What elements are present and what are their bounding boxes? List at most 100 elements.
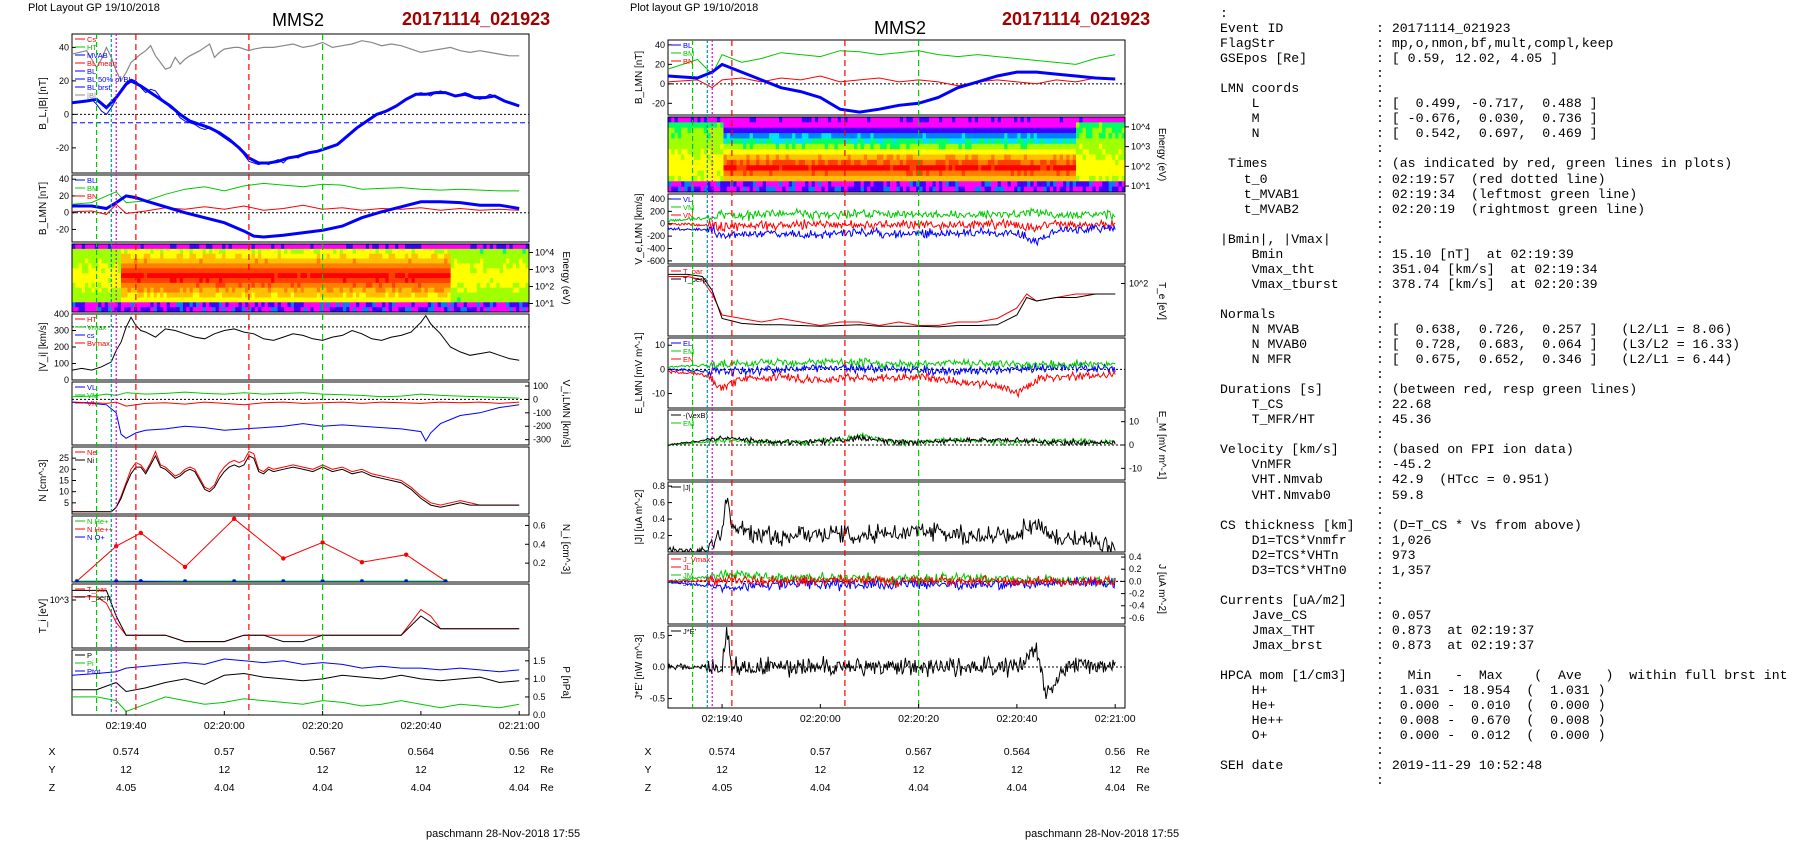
spectrogram-cell — [922, 159, 927, 166]
spectrogram-cell — [447, 297, 452, 303]
spectrogram-cell — [182, 248, 187, 255]
spectrogram-cell — [837, 159, 842, 166]
spectrogram-cell — [798, 181, 803, 188]
spectrogram-cell — [903, 117, 907, 123]
spectrogram-cell — [75, 307, 79, 313]
spectrogram-cell — [72, 248, 76, 255]
spectrogram-cell — [398, 287, 403, 293]
spectrogram-cell — [411, 263, 416, 269]
spectrogram-cell — [1079, 122, 1083, 129]
spectrogram-cell — [974, 154, 979, 161]
spectrogram-cell — [805, 181, 809, 188]
spectrogram-cell — [677, 159, 682, 166]
spectrogram-cell — [238, 273, 243, 279]
spectrogram-cell — [140, 307, 145, 313]
spectrogram-cell — [235, 307, 239, 313]
spectrogram-cell — [486, 244, 491, 250]
spectrogram-cell — [1036, 138, 1041, 145]
spectrogram-cell — [391, 248, 396, 255]
spectrogram-cell — [473, 282, 478, 289]
spectrogram-cell — [293, 273, 298, 279]
spectrogram-cell — [778, 138, 783, 145]
spectrogram-cell — [932, 186, 937, 193]
spectrogram-cell — [117, 302, 122, 308]
spectrogram-cell — [889, 175, 894, 182]
spectrogram-cell — [1010, 138, 1015, 145]
spectrogram-cell — [867, 170, 871, 177]
spectrogram-cell — [726, 122, 731, 129]
spectrogram-cell — [889, 122, 894, 129]
spectrogram-cell — [730, 186, 734, 193]
spectrogram-cell — [792, 186, 796, 193]
spectrogram-cell — [948, 117, 953, 123]
spectrogram-cell — [496, 263, 501, 269]
spectrogram-cell — [267, 292, 272, 298]
spectrogram-cell — [1030, 138, 1034, 145]
spectrogram-cell — [1115, 170, 1119, 177]
spectrogram-cell — [1004, 186, 1008, 193]
spectrogram-cell — [1115, 149, 1119, 155]
spectrogram-cell — [163, 302, 168, 308]
summary-row: t_MVAB2: 02:20:19 (rightmost green line) — [1220, 202, 1800, 217]
spectrogram-cell — [1027, 122, 1031, 129]
spectrogram-cell — [824, 117, 829, 123]
spectrogram-cell — [749, 122, 754, 129]
spectrogram-cell — [720, 181, 724, 188]
spectrogram-cell — [411, 307, 416, 313]
spectrogram-cell — [91, 263, 96, 269]
spectrogram-cell — [466, 263, 471, 269]
spectrogram-cell — [382, 287, 386, 293]
spectrogram-cell — [421, 297, 425, 303]
spectrogram-cell — [336, 297, 341, 303]
spectrogram-cell — [824, 149, 829, 155]
spectrogram-cell — [1033, 138, 1038, 145]
spectrogram-cell — [805, 170, 809, 177]
y-tick-label: 100 — [54, 359, 69, 369]
spectrogram-cell — [81, 253, 86, 259]
spectrogram-cell — [483, 258, 487, 264]
position-value: 0.574 — [709, 746, 735, 758]
spectrogram-cell — [772, 159, 777, 166]
series-line — [72, 391, 520, 399]
spectrogram-cell — [284, 248, 288, 255]
spectrogram-cell — [182, 244, 187, 250]
spectrogram-cell — [101, 307, 106, 313]
spectrogram-cell — [153, 302, 158, 308]
summary-row: N: [ 0.542, 0.697, 0.469 ] — [1220, 126, 1800, 141]
spectrogram-cell — [316, 278, 321, 284]
spectrogram-cell — [499, 307, 504, 313]
spectrogram-cell — [886, 127, 891, 134]
spectrogram-cell — [935, 149, 940, 155]
summary-row: D1=TCS*Vnmfr: 1,026 — [1220, 533, 1800, 548]
spectrogram-cell — [179, 307, 184, 313]
spectrogram-cell — [176, 282, 181, 289]
spectrogram-cell — [765, 165, 770, 171]
spectrogram-cell — [258, 268, 262, 274]
spectrogram-cell — [827, 138, 832, 145]
spectrogram-cell — [1046, 143, 1051, 150]
spectrogram-cell — [336, 253, 341, 259]
spectrogram-cell — [218, 268, 223, 274]
spectrogram-cell — [496, 253, 501, 259]
spectrogram-cell — [710, 159, 715, 166]
spectrogram-cell — [713, 117, 718, 123]
spectrogram-cell — [359, 297, 363, 303]
spectrogram-cell — [1098, 133, 1103, 139]
spectrogram-cell — [1118, 117, 1123, 123]
spectrogram-cell — [772, 149, 777, 155]
spectrogram-cell — [489, 244, 494, 250]
spectrogram-cell — [303, 273, 308, 279]
spectrogram-cell — [372, 273, 376, 279]
spectrogram-cell — [1072, 175, 1077, 182]
spectrogram-cell — [922, 165, 927, 171]
spectrogram-cell — [765, 143, 770, 150]
spectrogram-cell — [1020, 181, 1025, 188]
spectrogram-cell — [372, 287, 376, 293]
spectrogram-cell — [883, 122, 888, 129]
spectrogram-cell — [788, 181, 793, 188]
spectrogram-cell — [765, 122, 770, 129]
spectrogram-cell — [775, 181, 780, 188]
spectrogram-cell — [424, 263, 429, 269]
spectrogram-cell — [1115, 143, 1119, 150]
spectrogram-cell — [222, 278, 226, 284]
